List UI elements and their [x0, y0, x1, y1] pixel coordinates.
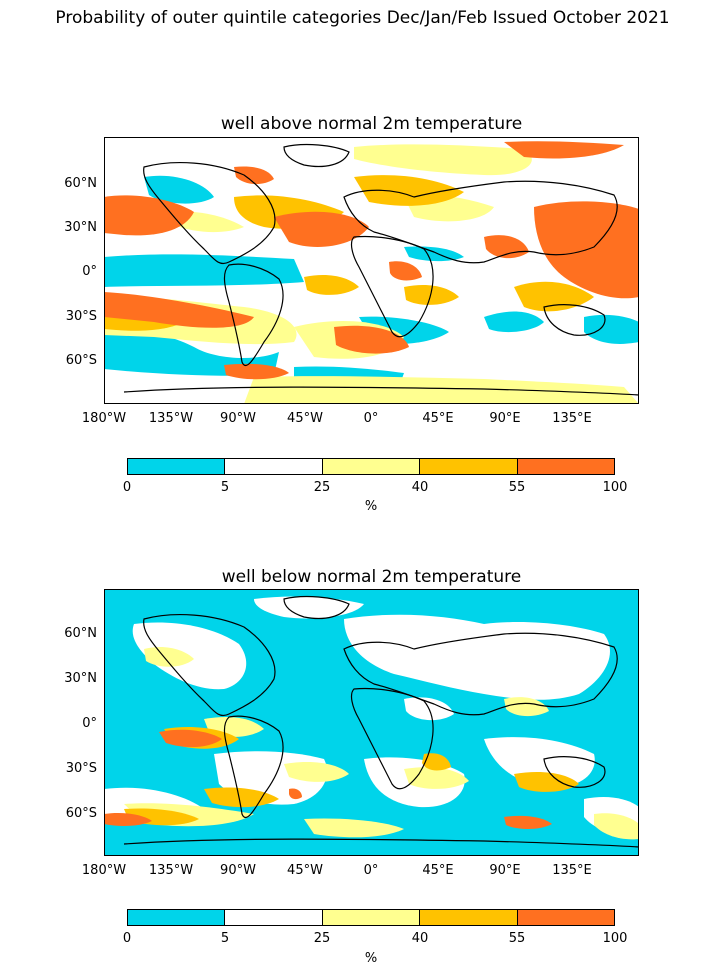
lon-tick-0: 0° [363, 863, 379, 878]
colorbar-segment [516, 910, 615, 925]
lat-tick-30s: 30°S [65, 761, 97, 776]
lon-tick-135e: 135°E [552, 863, 592, 878]
colorbar-segment [516, 459, 615, 474]
map-above-normal [104, 137, 639, 404]
panel-title-below: well below normal 2m temperature [221, 567, 522, 587]
lat-tick-30s: 30°S [65, 309, 97, 324]
lat-tick-60n: 60°N [64, 626, 97, 641]
colorbar-label: 100 [602, 480, 628, 495]
lon-tick-90e: 90°E [489, 863, 521, 878]
lon-tick-135w: 135°W [148, 411, 194, 426]
lon-tick-45w: 45°W [287, 411, 323, 426]
colorbar-segment [419, 910, 517, 925]
figure-title: Probability of outer quintile categories… [55, 8, 670, 28]
lon-tick-180w: 180°W [81, 863, 127, 878]
lon-tick-45e: 45°E [422, 411, 454, 426]
colorbar-label: 0 [122, 480, 132, 495]
lon-tick-180w: 180°W [81, 411, 127, 426]
colorbar-label: 0 [122, 931, 132, 946]
colorbar-label: 5 [220, 931, 230, 946]
lon-tick-90w: 90°W [220, 863, 256, 878]
colorbar-label: 100 [602, 931, 628, 946]
lat-tick-30n: 30°N [64, 220, 97, 235]
lat-tick-30n: 30°N [64, 671, 97, 686]
colorbar-label: 55 [508, 480, 526, 495]
panel-title-above: well above normal 2m temperature [220, 114, 523, 134]
colorbar-below [127, 909, 615, 926]
colorbar-segment [224, 459, 322, 474]
colorbar-segment [321, 910, 420, 925]
lon-tick-90w: 90°W [220, 411, 256, 426]
colorbar-label: 25 [313, 480, 331, 495]
colorbar-unit: % [364, 499, 378, 514]
colorbar-segment [419, 459, 517, 474]
lon-tick-45w: 45°W [287, 863, 323, 878]
lon-tick-135e: 135°E [552, 411, 592, 426]
lon-tick-45e: 45°E [422, 863, 454, 878]
lat-tick-60s: 60°S [65, 353, 97, 368]
lon-tick-90e: 90°E [489, 411, 521, 426]
map-below-normal [104, 589, 639, 856]
lat-tick-0: 0° [82, 264, 97, 279]
colorbar-segment [128, 459, 225, 474]
colorbar-label: 40 [411, 931, 429, 946]
lon-tick-135w: 135°W [148, 863, 194, 878]
lat-tick-0: 0° [82, 716, 97, 731]
lat-tick-60s: 60°S [65, 806, 97, 821]
colorbar-above [127, 458, 615, 475]
lon-tick-0: 0° [363, 411, 379, 426]
colorbar-segment [128, 910, 225, 925]
colorbar-label: 5 [220, 480, 230, 495]
colorbar-label: 25 [313, 931, 331, 946]
colorbar-segment [224, 910, 322, 925]
colorbar-segment [321, 459, 420, 474]
colorbar-label: 40 [411, 480, 429, 495]
lat-tick-60n: 60°N [64, 176, 97, 191]
colorbar-unit: % [364, 951, 378, 966]
colorbar-label: 55 [508, 931, 526, 946]
